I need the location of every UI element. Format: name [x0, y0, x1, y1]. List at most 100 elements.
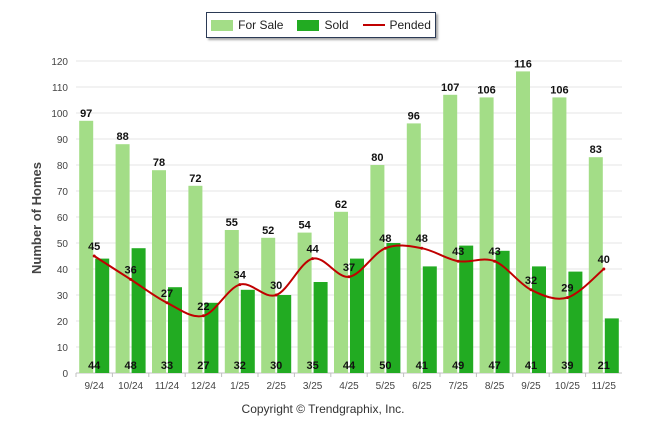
pended-point[interactable]: [456, 259, 460, 263]
bar-sold[interactable]: [386, 243, 401, 373]
legend: For Sale Sold Pended: [206, 12, 436, 38]
bar-for-sale[interactable]: [588, 157, 603, 373]
sold-value-label: 33: [161, 360, 173, 372]
sold-value-label: 44: [88, 360, 101, 372]
bar-for-sale[interactable]: [224, 230, 239, 373]
bars: [79, 71, 619, 374]
legend-label-pended: Pended: [389, 18, 431, 32]
for-sale-swatch-icon: [211, 19, 234, 31]
bar-for-sale[interactable]: [79, 120, 94, 373]
legend-label-sold: Sold: [324, 18, 349, 32]
bar-sold[interactable]: [568, 271, 583, 373]
pended-point[interactable]: [347, 275, 351, 279]
y-tick-label: 120: [51, 57, 68, 68]
y-tick-label: 100: [51, 109, 68, 120]
bar-sold[interactable]: [204, 302, 219, 373]
legend-item-pended[interactable]: Pended: [362, 18, 431, 32]
pended-value-label: 32: [525, 275, 537, 287]
sold-value-label: 27: [197, 360, 209, 372]
sold-value-label: 39: [561, 360, 573, 372]
bar-for-sale[interactable]: [552, 97, 567, 374]
for-sale-value-label: 83: [590, 144, 602, 156]
bar-sold[interactable]: [350, 258, 364, 373]
bar-sold[interactable]: [131, 248, 146, 373]
x-tick-label: 8/25: [485, 381, 505, 392]
y-tick-label: 20: [57, 317, 69, 328]
pended-point[interactable]: [238, 283, 242, 287]
bar-for-sale[interactable]: [152, 170, 166, 373]
for-sale-value-label: 88: [116, 131, 128, 143]
copyright-footer: Copyright © Trendgraphix, Inc.: [241, 402, 405, 416]
bar-for-sale[interactable]: [334, 211, 348, 373]
for-sale-value-label: 54: [298, 220, 311, 232]
legend-item-for-sale[interactable]: For Sale: [211, 18, 283, 32]
pended-value-label: 45: [88, 241, 100, 253]
bar-sold[interactable]: [313, 282, 328, 373]
pended-point[interactable]: [92, 254, 96, 258]
bar-sold[interactable]: [240, 289, 255, 373]
pended-point[interactable]: [602, 267, 606, 271]
pended-value-label: 36: [124, 264, 136, 276]
bar-for-sale[interactable]: [516, 71, 530, 374]
for-sale-value-label: 78: [153, 157, 165, 169]
x-tick-label: 9/25: [521, 381, 541, 392]
data-labels: 97 44 88 48 78 33 72 27 55 32 52 30 54 35 62 44 80 50 96 41…: [80, 58, 610, 372]
pended-value-label: 22: [197, 301, 209, 313]
pended-point[interactable]: [274, 293, 278, 297]
bar-sold[interactable]: [277, 295, 292, 373]
bar-for-sale[interactable]: [188, 185, 203, 373]
for-sale-value-label: 116: [514, 58, 532, 70]
y-tick-label: 30: [57, 291, 69, 302]
bar-sold[interactable]: [495, 250, 510, 373]
for-sale-value-label: 55: [226, 217, 238, 229]
y-tick-label: 110: [52, 83, 68, 94]
pended-point[interactable]: [420, 246, 424, 250]
sold-value-label: 35: [306, 360, 318, 372]
bar-sold[interactable]: [459, 245, 474, 373]
for-sale-value-label: 106: [477, 84, 495, 96]
bar-for-sale[interactable]: [443, 94, 458, 374]
for-sale-value-label: 107: [441, 82, 459, 94]
pended-value-label: 44: [306, 244, 319, 256]
x-tick-label: 12/24: [191, 381, 216, 392]
x-tick-label: 3/25: [303, 381, 323, 392]
x-tick-label: 5/25: [376, 381, 396, 392]
x-tick-label: 9/24: [84, 381, 104, 392]
sold-value-label: 50: [379, 360, 391, 372]
pended-point[interactable]: [311, 257, 315, 261]
bar-for-sale[interactable]: [406, 123, 421, 374]
x-tick-label: 6/25: [412, 381, 432, 392]
y-tick-label: 90: [57, 135, 69, 146]
bar-sold[interactable]: [422, 266, 437, 373]
x-tick-label: 7/25: [448, 381, 468, 392]
bar-for-sale[interactable]: [261, 237, 276, 373]
bar-sold[interactable]: [95, 258, 110, 373]
for-sale-value-label: 96: [408, 110, 420, 122]
pended-point[interactable]: [165, 301, 169, 305]
pended-point[interactable]: [529, 288, 533, 292]
sold-value-label: 49: [452, 360, 464, 372]
legend-item-sold[interactable]: Sold: [297, 18, 349, 32]
pended-point[interactable]: [129, 277, 133, 281]
pended-point[interactable]: [493, 259, 497, 263]
axes: 0 10 20 30 40 50 60 70 80 90 100 110 120 9/24 10/24 11/…: [51, 57, 616, 392]
y-tick-label: 60: [57, 213, 69, 224]
y-tick-label: 0: [62, 369, 68, 380]
pended-value-label: 43: [488, 246, 500, 258]
pended-value-label: 27: [161, 288, 173, 300]
pended-value-label: 43: [452, 246, 464, 258]
x-tick-label: 11/24: [155, 381, 180, 392]
for-sale-value-label: 106: [550, 84, 568, 96]
bar-sold[interactable]: [604, 318, 619, 373]
sold-value-label: 48: [124, 360, 136, 372]
pended-point[interactable]: [201, 314, 205, 318]
for-sale-value-label: 52: [262, 225, 274, 237]
bar-for-sale[interactable]: [115, 144, 130, 373]
bar-for-sale[interactable]: [370, 165, 385, 373]
bar-for-sale[interactable]: [479, 97, 494, 374]
x-tick-label: 11/25: [592, 381, 617, 392]
pended-point[interactable]: [565, 296, 569, 300]
pended-point[interactable]: [383, 246, 387, 250]
y-tick-label: 10: [57, 343, 69, 354]
sold-value-label: 41: [525, 360, 537, 372]
